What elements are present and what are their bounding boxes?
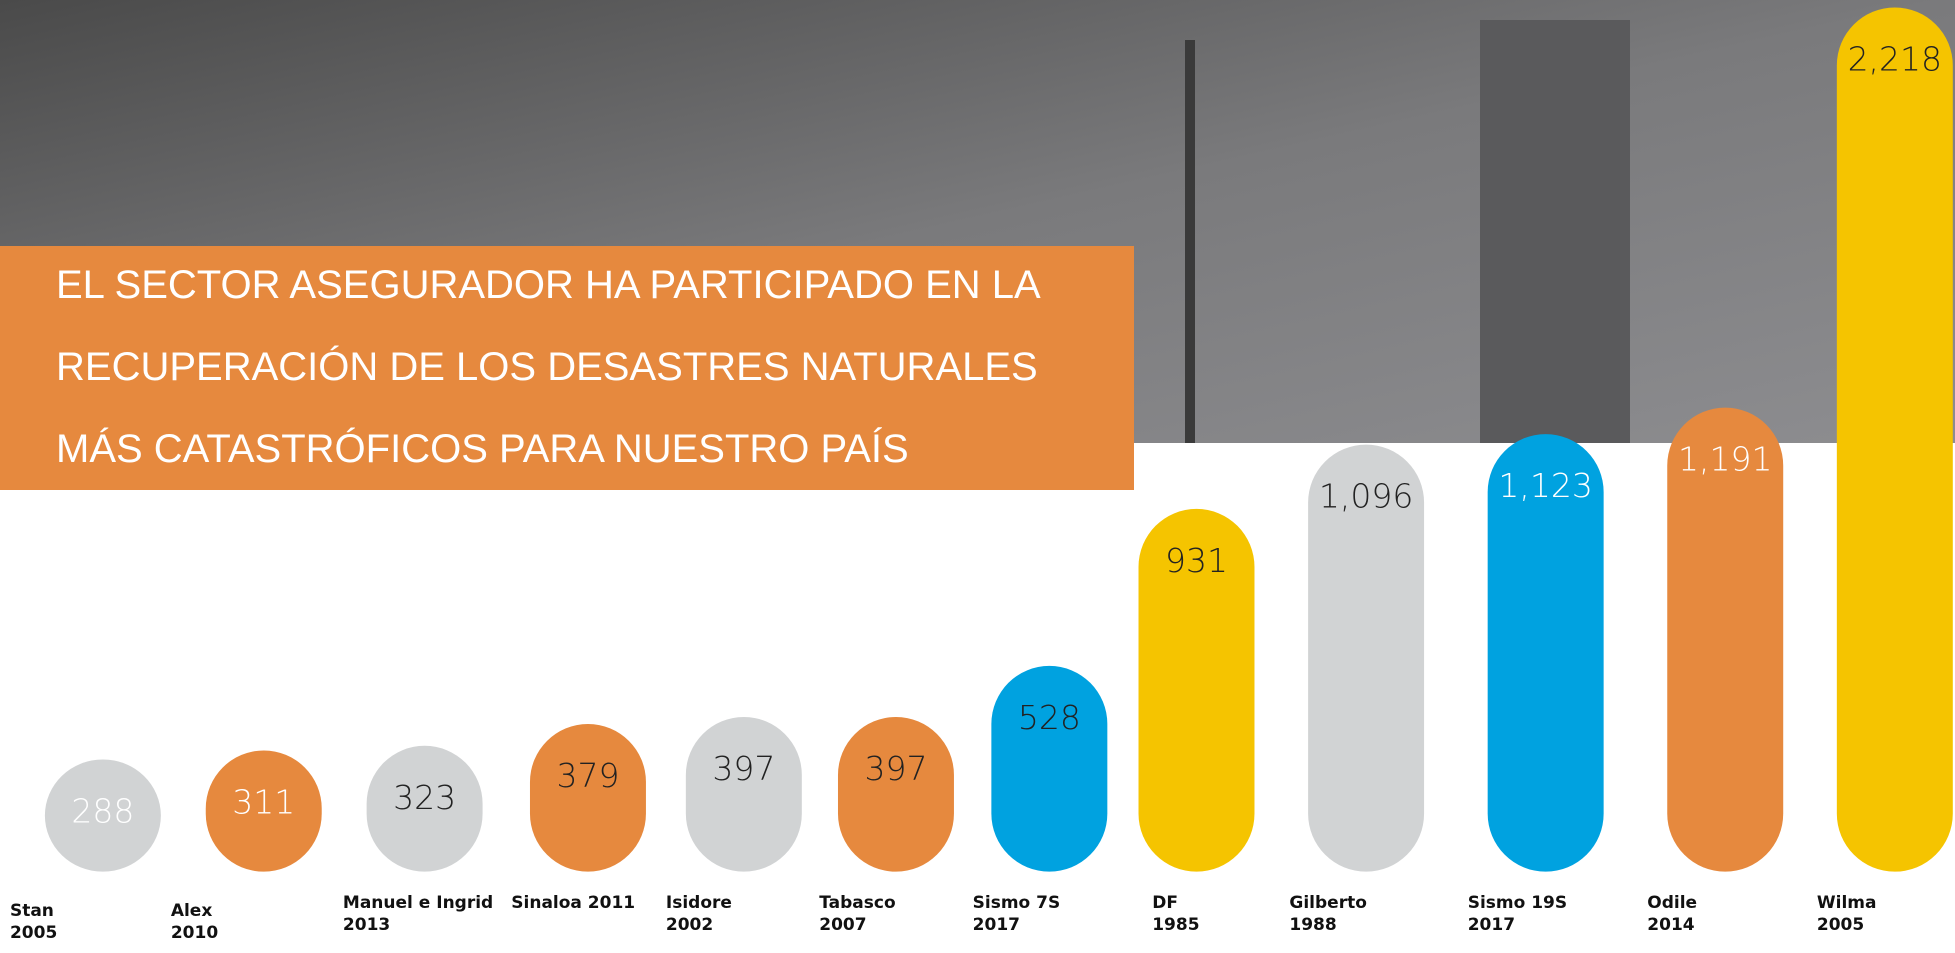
category-label: Odile (1647, 893, 1697, 913)
value-label: 397 (864, 749, 927, 788)
bar (530, 724, 646, 872)
category-label: Isidore (666, 893, 732, 913)
value-label: 1,096 (1319, 477, 1413, 516)
category-label: 2002 (666, 915, 713, 935)
title: EL SECTOR ASEGURADOR HA PARTICIPADO EN L… (56, 263, 1041, 471)
value-label: 2,218 (1848, 39, 1942, 78)
value-label: 288 (71, 791, 134, 830)
category-label: Sinaloa 2011 (511, 893, 635, 913)
bar (991, 666, 1107, 872)
category-label: 2017 (1468, 915, 1515, 935)
category-label: 1988 (1289, 915, 1336, 935)
value-label: 397 (712, 749, 775, 788)
tower-silhouette (1480, 20, 1630, 443)
category-label: Manuel e Ingrid (343, 893, 493, 913)
category-label: Sismo 19S (1468, 893, 1567, 913)
category-label: Stan (10, 901, 54, 921)
category-label: 2007 (819, 915, 866, 935)
category-label: 2013 (343, 915, 390, 935)
value-label: 1,191 (1678, 440, 1772, 479)
title-line: EL SECTOR ASEGURADOR HA PARTICIPADO EN L… (56, 263, 1041, 307)
pole-silhouette (1185, 40, 1195, 443)
bar (1837, 7, 1953, 871)
bar (838, 717, 954, 872)
infographic: EL SECTOR ASEGURADOR HA PARTICIPADO EN L… (0, 0, 1955, 953)
category-label: Gilberto (1289, 893, 1367, 913)
value-label: 528 (1018, 698, 1081, 737)
category-label: Tabasco (819, 893, 895, 913)
value-label: 931 (1165, 541, 1228, 580)
category-label: 2017 (973, 915, 1020, 935)
bar (686, 717, 802, 872)
value-label: 323 (393, 778, 456, 817)
category-label: Alex (171, 901, 213, 921)
category-label: 2005 (1817, 915, 1864, 935)
category-label: 2014 (1647, 915, 1694, 935)
category-label: DF (1152, 893, 1178, 913)
category-label: Wilma (1817, 893, 1877, 913)
title-line: MÁS CATASTRÓFICOS PARA NUESTRO PAÍS (56, 426, 909, 471)
title-line: RECUPERACIÓN DE LOS DESASTRES NATURALES (56, 344, 1038, 389)
category-label: 2010 (171, 923, 218, 943)
value-label: 1,123 (1498, 466, 1592, 505)
category-label: 1985 (1152, 915, 1199, 935)
category-label: Sismo 7S (973, 893, 1061, 913)
value-label: 311 (232, 782, 295, 821)
category-label: 2005 (10, 923, 57, 943)
value-label: 379 (556, 756, 619, 795)
